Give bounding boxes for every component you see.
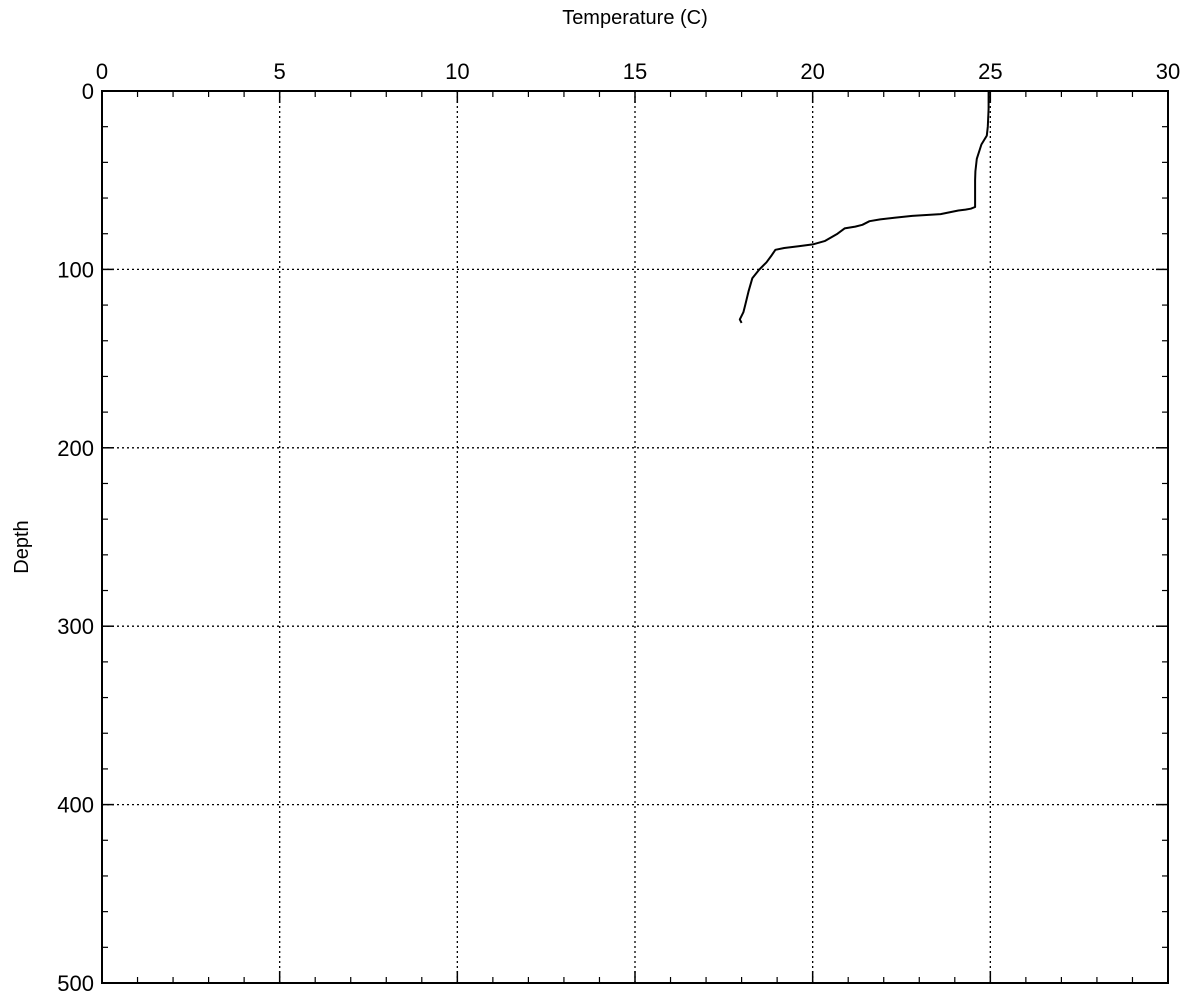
x-tick-label: 15: [623, 59, 647, 84]
y-tick-label: 500: [57, 971, 94, 995]
temperature-profile-line: [738, 91, 990, 324]
y-tick-label: 200: [57, 436, 94, 461]
grid: [102, 91, 1168, 983]
x-tick-label: 0: [96, 59, 108, 84]
x-tick-label: 5: [274, 59, 286, 84]
x-axis-title: Temperature (C): [562, 7, 708, 29]
y-tick-label: 100: [57, 257, 94, 282]
x-tick-label: 30: [1156, 59, 1180, 84]
y-tick-label: 0: [82, 79, 94, 104]
y-tick-label: 300: [57, 614, 94, 639]
y-axis-title: Depth: [11, 520, 33, 573]
x-tick-label: 20: [800, 59, 824, 84]
y-tick-label: 400: [57, 793, 94, 818]
x-tick-label: 25: [978, 59, 1002, 84]
x-tick-label: 10: [445, 59, 469, 84]
y-tick-labels: 0 100 200 300 400 500: [57, 79, 94, 995]
x-tick-labels: 0 5 10 15 20 25 30: [96, 59, 1180, 84]
series-layer: [738, 91, 990, 324]
plot-frame: [101, 90, 1169, 984]
